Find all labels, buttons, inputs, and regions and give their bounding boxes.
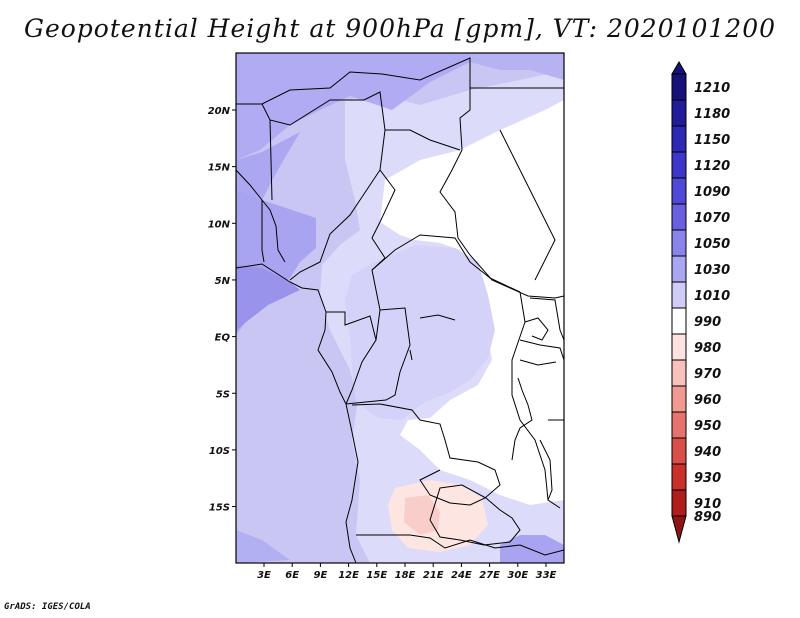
border-chad	[371, 129, 461, 341]
border-sahel-north	[236, 57, 565, 299]
lon-tick-label: 21E	[423, 570, 444, 581]
lon-tick-label: 33E	[536, 570, 557, 581]
lat-tick-label: 5N	[215, 276, 231, 287]
lat-tick-label: 15S	[209, 503, 230, 514]
colorbar-label: 910	[694, 497, 721, 512]
border-angola	[351, 403, 501, 506]
lat-tick-label: EQ	[215, 333, 231, 344]
colorbar: 1210 1180 1150 1120 1090 1070 1050 1030 1010 990 9…	[671, 61, 730, 544]
colorbar-label: 1010	[694, 289, 730, 304]
colorbar-swatch	[671, 125, 687, 153]
longitude-axis: 3E 6E 9E 12E 15E 18E 21E 24E 27E 30E 33E	[257, 563, 557, 581]
field-1050-ne	[470, 53, 564, 80]
field-1030-lobe	[345, 245, 495, 420]
map-frame	[235, 52, 565, 564]
colorbar-swatch	[671, 463, 687, 491]
border-congo	[326, 307, 411, 405]
colorbar-label: 1180	[694, 107, 730, 122]
colorbar-swatch	[671, 255, 687, 283]
colorbar-swatch	[671, 99, 687, 127]
chart-title: Geopotential Height at 900hPa [gpm], VT:…	[23, 14, 777, 43]
colorbar-label: 1050	[694, 237, 730, 252]
field-1050-nw	[236, 132, 300, 215]
colorbar-label: 1150	[694, 133, 730, 148]
field-1070-coast	[236, 265, 300, 330]
colorbar-swatch	[671, 281, 687, 309]
colorbar-swatch	[671, 385, 687, 413]
colorbar-swatch	[671, 359, 687, 387]
colorbar-swatch	[671, 437, 687, 465]
lon-tick-label: 30E	[507, 570, 528, 581]
colorbar-label: 1030	[694, 263, 730, 278]
field-1050-north	[236, 53, 470, 160]
lon-tick-label: 6E	[285, 570, 299, 581]
border-zambia	[429, 484, 521, 546]
lon-tick-label: 27E	[479, 570, 500, 581]
colorbar-swatch	[671, 203, 687, 231]
border-drc-east	[511, 291, 549, 501]
lon-tick-label: 3E	[257, 570, 271, 581]
colorbar-swatch	[671, 151, 687, 179]
colorbar-label: 1090	[694, 185, 730, 200]
country-borders	[235, 57, 565, 564]
latitude-axis: 20N 15N 10N 5N EQ 5S 10S 15S	[208, 106, 236, 514]
lat-tick-label: 10S	[209, 446, 230, 457]
lat-tick-label: 10N	[208, 219, 231, 230]
colorbar-swatch	[671, 333, 687, 361]
lon-tick-label: 24E	[451, 570, 472, 581]
lon-tick-label: 9E	[314, 570, 328, 581]
field-990-white	[380, 100, 564, 505]
lat-tick-label: 20N	[208, 106, 231, 117]
border-southern	[356, 534, 565, 556]
lat-tick-label: 5S	[216, 389, 230, 400]
colorbar-swatch	[671, 177, 687, 205]
colorbar-swatch	[671, 489, 687, 517]
field-1050-se	[500, 535, 564, 563]
colorbar-swatch	[671, 307, 687, 335]
border-coastline-west	[235, 263, 359, 564]
colorbar-top-arrow	[671, 61, 687, 75]
border-car	[371, 234, 521, 293]
colorbar-label: 940	[694, 445, 721, 460]
colorbar-label: 990	[694, 315, 721, 330]
lon-tick-label: 18E	[395, 570, 416, 581]
field-1050-sw	[236, 530, 290, 563]
border-westafrica-inner	[235, 119, 286, 263]
credit-label: GrADS: IGES/COLA	[4, 602, 91, 612]
colorbar-label: 1210	[694, 81, 730, 96]
colorbar-label: 960	[694, 393, 721, 408]
colorbar-label: 970	[694, 367, 721, 382]
lat-tick-label: 15N	[208, 163, 231, 174]
colorbar-label: 980	[694, 341, 721, 356]
lon-tick-label: 15E	[366, 570, 387, 581]
border-lakes	[409, 314, 549, 461]
colorbar-label: 1120	[694, 159, 730, 174]
colorbar-label: 930	[694, 471, 721, 486]
colorbar-bottom-arrow	[671, 515, 687, 544]
colorbar-swatch	[671, 411, 687, 439]
border-east-africa	[519, 297, 565, 509]
colorbar-label: 890	[694, 510, 721, 525]
colorbar-swatch	[671, 73, 687, 101]
colorbar-label: 1070	[694, 211, 730, 226]
field-970-south	[404, 495, 440, 535]
border-libya-sudan	[470, 87, 564, 281]
colorbar-label: 950	[694, 419, 721, 434]
lon-tick-label: 12E	[338, 570, 359, 581]
colorbar-swatch	[671, 229, 687, 257]
